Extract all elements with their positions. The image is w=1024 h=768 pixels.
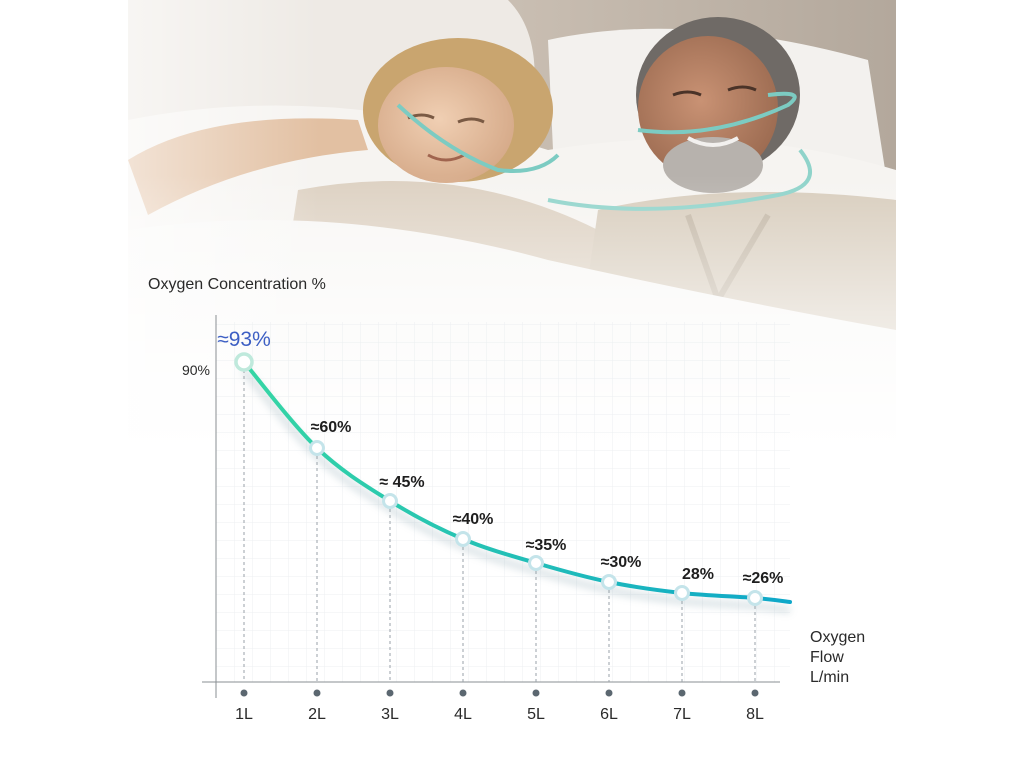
sleeping-couple-photo [128,0,896,500]
y-tick-label-0: 90% [182,362,210,378]
x-tick-label-8: 8L [746,706,764,723]
x-tick-dot-2 [313,689,321,697]
grid-background [216,322,790,682]
y-axis-title: Oxygen Concentration % [148,276,326,293]
chart-grid [216,322,790,682]
x-axis-title-line-2: Flow [810,649,844,666]
x-tick-label-5: 5L [527,706,545,723]
x-tick-dot-8 [751,689,759,697]
data-label-1: ≈93% [217,328,271,351]
data-label-5: ≈35% [526,537,567,554]
x-axis-title-line-1: Oxygen [810,629,865,646]
series-line-shadow [241,368,791,613]
data-point-8 [747,590,763,606]
data-label-8: ≈26% [743,570,784,587]
series-line [242,360,792,604]
x-tick-label-4: 4L [454,706,472,723]
data-point-3 [382,493,398,509]
data-point-6 [601,574,617,590]
x-tick-label-7: 7L [673,706,691,723]
x-tick-dot-3 [386,689,394,697]
x-tick-label-1: 1L [235,706,253,723]
x-tick-dot-4 [459,689,467,697]
data-label-7: 28% [682,566,714,583]
x-axis-title-line-3: L/min [810,669,849,686]
background-photo [128,0,896,500]
data-point-5 [528,555,544,571]
x-tick-label-2: 2L [308,706,326,723]
x-tick-dot-5 [532,689,540,697]
data-label-6: ≈30% [601,554,642,571]
x-tick-dot-6 [605,689,613,697]
x-tick-label-3: 3L [381,706,399,723]
data-label-4: ≈40% [453,511,494,528]
data-point-1 [234,352,254,372]
data-point-7 [674,585,690,601]
x-tick-dot-7 [678,689,686,697]
x-tick-dot-1 [240,689,248,697]
data-point-2 [309,440,325,456]
x-tick-label-6: 6L [600,706,618,723]
data-point-4 [455,531,471,547]
data-label-3: ≈ 45% [379,474,424,491]
data-label-2: ≈60% [311,419,352,436]
